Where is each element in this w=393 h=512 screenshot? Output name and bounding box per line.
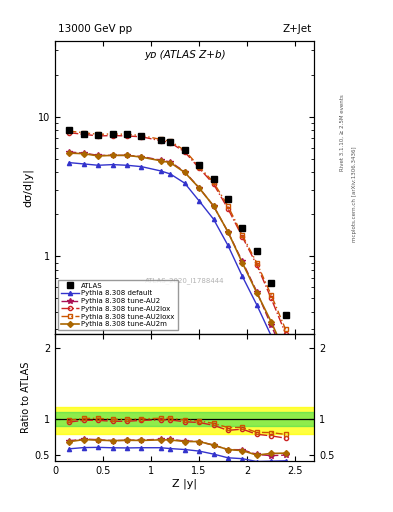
Text: ATLAS_2020_I1788444: ATLAS_2020_I1788444 [145, 278, 224, 284]
Text: yᴅ (ATLAS Z+b): yᴅ (ATLAS Z+b) [144, 50, 226, 60]
Text: mcplots.cern.ch [arXiv:1306.3436]: mcplots.cern.ch [arXiv:1306.3436] [352, 147, 357, 242]
Bar [55, 407, 314, 434]
Y-axis label: dσ/d|y|: dσ/d|y| [23, 168, 34, 207]
X-axis label: Z |y|: Z |y| [172, 478, 197, 489]
Y-axis label: Ratio to ATLAS: Ratio to ATLAS [20, 361, 31, 433]
Text: Z+Jet: Z+Jet [283, 24, 312, 34]
Text: 13000 GeV pp: 13000 GeV pp [58, 24, 132, 34]
Legend: ATLAS, Pythia 8.308 default, Pythia 8.308 tune-AU2, Pythia 8.308 tune-AU2lox, Py: ATLAS, Pythia 8.308 default, Pythia 8.30… [59, 280, 178, 330]
Text: Rivet 3.1.10, ≥ 2.5M events: Rivet 3.1.10, ≥ 2.5M events [340, 95, 345, 172]
Bar [55, 412, 314, 426]
